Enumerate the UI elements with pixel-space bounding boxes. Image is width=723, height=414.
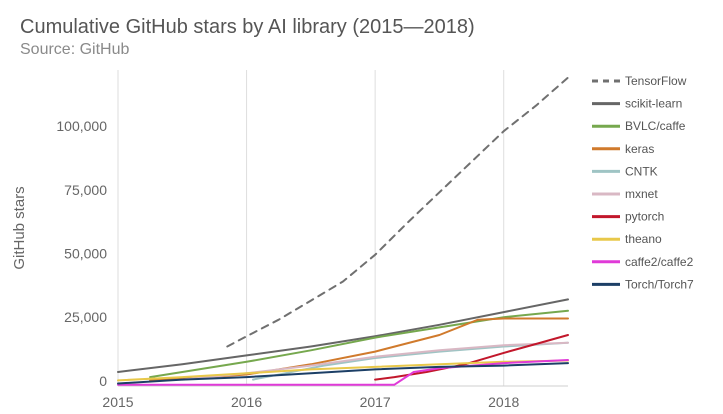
series-line-caffe2-caffe2 [117, 359, 569, 386]
legend-label: scikit-learn [625, 97, 682, 111]
x-tick-label: 2016 [231, 394, 262, 410]
legend-label: CNTK [625, 164, 658, 178]
legend-label: Torch/Torch7 [625, 277, 694, 291]
legend-label: theano [625, 232, 662, 246]
series-line-scikit-learn [117, 298, 569, 373]
series-line-tensorflow [226, 76, 569, 348]
legend-label: pytorch [625, 210, 664, 224]
series-layer [117, 76, 569, 386]
x-tick-label: 2017 [360, 394, 391, 410]
legend-label: keras [625, 142, 654, 156]
series-line-pytorch [374, 334, 569, 381]
legend-label: TensorFlow [625, 74, 687, 88]
x-tick-label: 2018 [488, 394, 519, 410]
grid-layer [117, 70, 505, 386]
series-line-torch-torch7 [117, 362, 569, 385]
series-line-cntk [252, 341, 569, 381]
legend-label: BVLC/caffe [625, 119, 686, 133]
y-tick-label: 25,000 [64, 309, 107, 325]
chart-title: Cumulative GitHub stars by AI library (2… [20, 16, 475, 38]
y-tick-label: 50,000 [64, 245, 107, 261]
series-line-theano [117, 359, 569, 382]
legend-label: mxnet [625, 187, 658, 201]
y-tick-label: 75,000 [64, 182, 107, 198]
axes-layer: 0 25,000 50,000 75,000 100,000 2015 2016 2017 20… [11, 118, 568, 410]
y-tick-label: 0 [99, 373, 107, 389]
chart-subtitle: Source: GitHub [20, 41, 130, 58]
x-tick-label: 2015 [102, 394, 133, 410]
y-tick-label: 100,000 [56, 118, 107, 134]
y-axis-label: GitHub stars [11, 186, 28, 269]
legend-label: caffe2/caffe2 [625, 255, 694, 269]
legend-layer: TensorFlow scikit-learn BVLC/caffe keras CNT… [592, 74, 694, 291]
